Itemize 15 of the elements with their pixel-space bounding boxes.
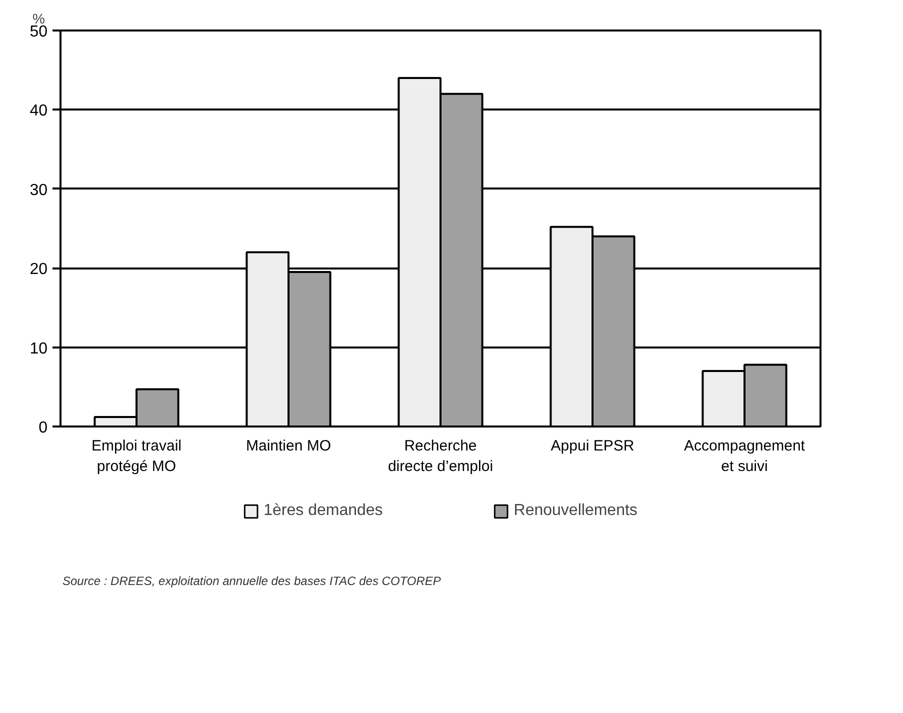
y-tick-label: 30 xyxy=(30,182,48,199)
y-tick-label: 10 xyxy=(30,340,48,358)
y-tick-label: 40 xyxy=(30,102,48,120)
y-tick-label: 0 xyxy=(38,420,48,436)
legend-label: Renouvellements xyxy=(514,502,638,520)
x-tick-label: Emploi travail protégé MO xyxy=(91,438,182,475)
y-axis-title: % xyxy=(32,10,45,26)
x-tick-label: Maintien MO xyxy=(246,438,332,454)
source-note: Source : DREES, exploitation annuelle des bases ITAC des COTOREP xyxy=(62,574,441,588)
y-tick-label: 50 xyxy=(30,24,48,40)
x-tick-label: Appui EPSR xyxy=(550,438,634,454)
x-tick-label: Accompagnement et suivi xyxy=(684,438,806,475)
legend-label: 1ères demandes xyxy=(264,502,383,520)
y-tick-label: 20 xyxy=(30,261,48,278)
x-tick-label: Recherche directe d’emploi xyxy=(388,438,494,475)
